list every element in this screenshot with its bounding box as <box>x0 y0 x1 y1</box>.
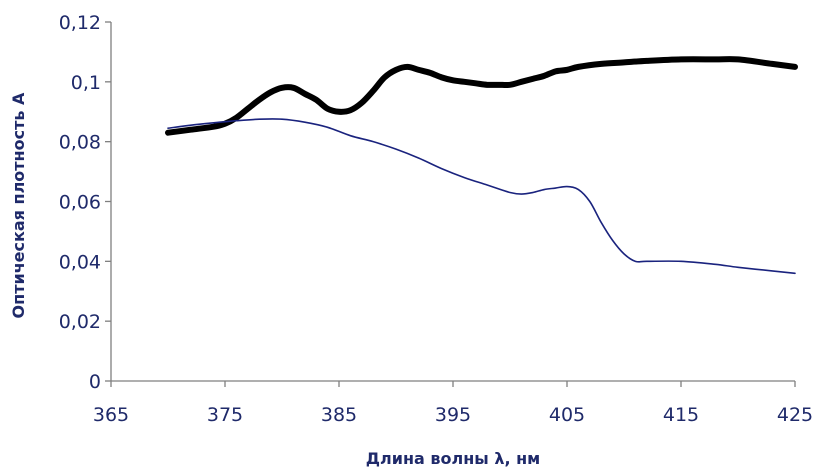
y-tick-label: 0,06 <box>59 192 101 214</box>
x-tick-label: 385 <box>321 404 357 426</box>
labels-layer: 0 0,02 0,04 0,06 0,08 0,1 0,12 365 375 385 395 405 4… <box>9 12 813 468</box>
x-tick-label: 375 <box>207 404 243 426</box>
axes-layer <box>105 21 796 387</box>
y-tick-label: 0,12 <box>59 12 101 34</box>
y-tick-label: 0,02 <box>59 311 101 333</box>
y-tick-label: 0 <box>89 371 101 393</box>
x-tick-label: 365 <box>93 404 129 426</box>
y-axis-title: Оптическая плотность A <box>9 92 28 318</box>
series-line-thin <box>167 118 796 275</box>
x-tick-label: 415 <box>663 404 699 426</box>
x-tick-label: 395 <box>435 404 471 426</box>
y-tick-label: 0,1 <box>71 72 101 94</box>
x-axis-title: Длина волны λ, нм <box>366 449 540 468</box>
x-tick-label: 425 <box>777 404 813 426</box>
y-tick-label: 0,08 <box>59 132 101 154</box>
x-tick-label: 405 <box>549 404 585 426</box>
series-layer <box>165 56 798 275</box>
y-tick-label: 0,04 <box>59 251 101 273</box>
series-line-thick <box>165 56 798 136</box>
